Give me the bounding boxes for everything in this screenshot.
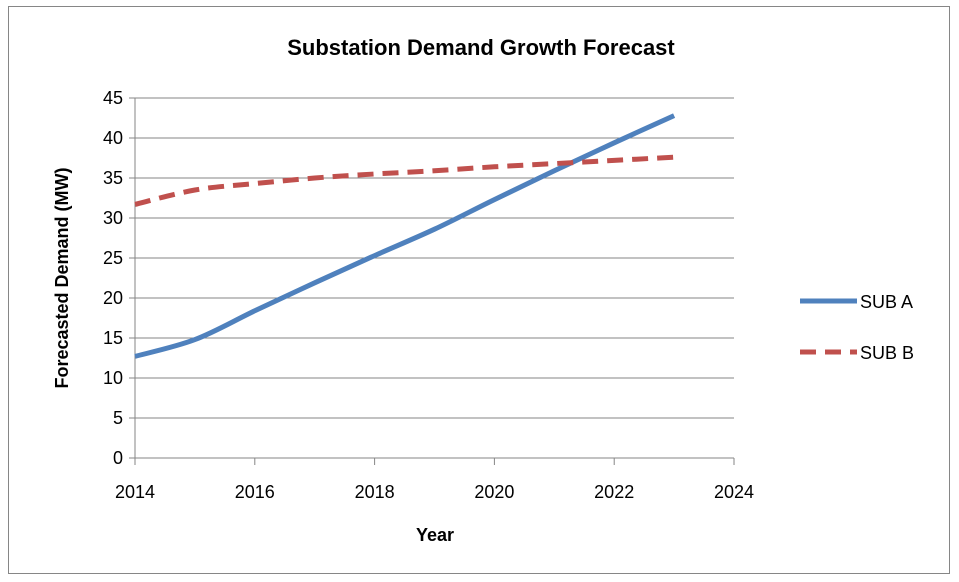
y-tick-label: 5 bbox=[113, 408, 123, 428]
y-tick-label: 40 bbox=[103, 128, 123, 148]
y-tick-label: 0 bbox=[113, 448, 123, 468]
y-tick-label: 35 bbox=[103, 168, 123, 188]
legend: SUB A SUB B bbox=[800, 292, 914, 363]
y-tick-label: 15 bbox=[103, 328, 123, 348]
gridlines bbox=[135, 97, 734, 419]
y-tick-label: 10 bbox=[103, 368, 123, 388]
legend-label-sub-b: SUB B bbox=[860, 343, 914, 363]
y-axis-title: Forecasted Demand (MW) bbox=[52, 167, 72, 388]
series-line-sub-a bbox=[134, 113, 676, 359]
y-tick-label: 25 bbox=[103, 248, 123, 268]
series-line-sub-b bbox=[134, 154, 675, 207]
x-tick-label: 2014 bbox=[115, 482, 155, 502]
y-tick-label: 20 bbox=[103, 288, 123, 308]
tick-labels: 0 5 10 15 20 25 30 35 40 45 2014 2016 2018 2020 2022 20… bbox=[103, 88, 754, 502]
y-tick-label: 30 bbox=[103, 208, 123, 228]
chart-title: Substation Demand Growth Forecast bbox=[287, 35, 675, 60]
y-tick-label: 45 bbox=[103, 88, 123, 108]
x-tick-label: 2024 bbox=[714, 482, 754, 502]
axes bbox=[129, 97, 735, 465]
x-tick-label: 2022 bbox=[594, 482, 634, 502]
series-lines bbox=[134, 113, 676, 359]
legend-label-sub-a: SUB A bbox=[860, 292, 913, 312]
x-axis-title: Year bbox=[416, 525, 454, 545]
x-tick-label: 2016 bbox=[235, 482, 275, 502]
x-tick-label: 2020 bbox=[474, 482, 514, 502]
chart-border bbox=[8, 6, 950, 574]
x-tick-label: 2018 bbox=[355, 482, 395, 502]
